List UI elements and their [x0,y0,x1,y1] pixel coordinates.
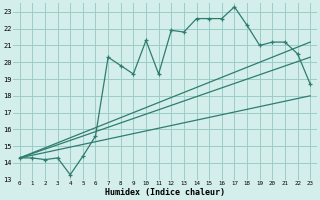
X-axis label: Humidex (Indice chaleur): Humidex (Indice chaleur) [105,188,225,197]
